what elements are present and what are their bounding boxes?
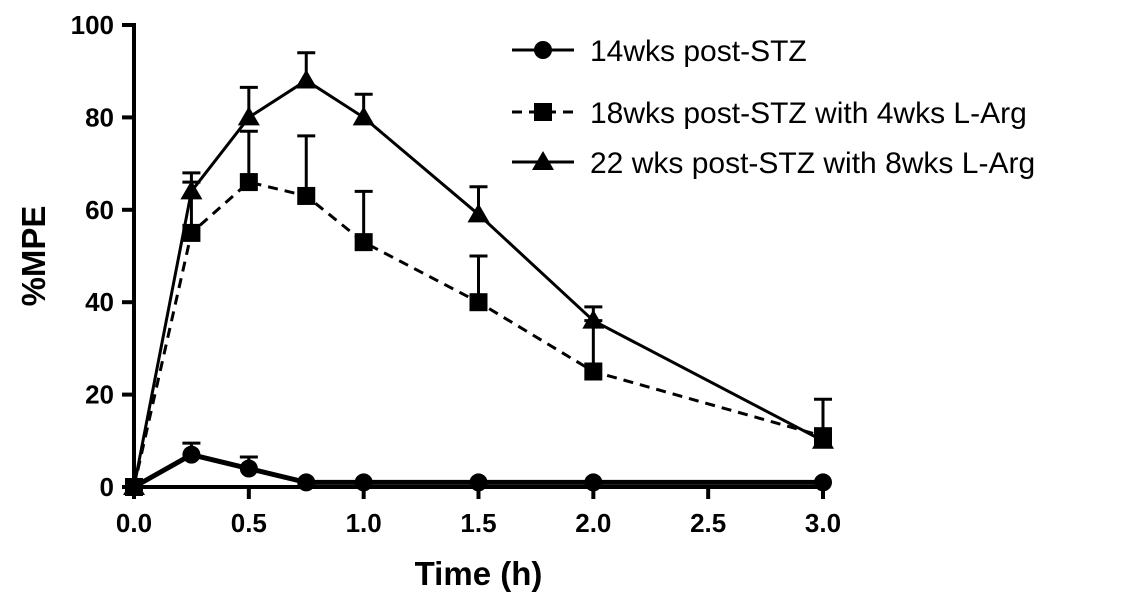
series-line — [132, 78, 824, 488]
y-tick-label: 0 — [100, 472, 114, 502]
axes: 0.0 0.5 1.0 1.5 2.0 2.5 3.0 0 20 40 60 80 100 — [71, 10, 841, 538]
data-point — [352, 106, 375, 126]
y-ticks: 0 20 40 60 80 100 — [71, 10, 134, 502]
x-tick-label: 2.5 — [690, 508, 726, 538]
legend-label: 18wks post-STZ with 4wks L-Arg — [590, 97, 1027, 130]
data-point — [295, 69, 318, 89]
legend-marker — [534, 41, 552, 59]
y-axis-title: %MPE — [15, 206, 52, 307]
data-point — [582, 309, 605, 329]
data-point — [239, 173, 258, 192]
data-point — [354, 233, 373, 252]
legend-item: 22 wks post-STZ with 8wks L-Arg — [512, 147, 1035, 180]
y-tick-label: 100 — [71, 10, 114, 40]
x-tick-label: 1.5 — [460, 508, 496, 538]
x-tick-label: 2.0 — [575, 508, 611, 538]
y-tick-label: 80 — [85, 102, 114, 132]
legend-marker — [532, 151, 554, 170]
x-tick-label: 0.5 — [231, 508, 267, 538]
data-point — [237, 106, 260, 126]
y-tick-label: 40 — [85, 287, 114, 317]
x-tick-label: 1.0 — [346, 508, 382, 538]
data-point — [239, 459, 258, 478]
x-tick-label: 3.0 — [805, 508, 841, 538]
x-ticks: 0.0 0.5 1.0 1.5 2.0 2.5 3.0 — [116, 487, 841, 538]
legend-item: 18wks post-STZ with 4wks L-Arg — [512, 97, 1027, 130]
data-point — [180, 180, 203, 200]
data-point — [469, 293, 488, 312]
series-line — [132, 180, 824, 488]
x-axis-title: Time (h) — [415, 555, 543, 592]
legend: 14wks post-STZ 18wks post-STZ with 4wks L… — [512, 35, 1035, 180]
series-22wks-8wks-larg — [123, 51, 834, 495]
y-tick-label: 20 — [85, 380, 114, 410]
data-point — [467, 203, 490, 223]
x-tick-label: 0.0 — [116, 508, 152, 538]
data-point — [297, 186, 316, 205]
data-point — [812, 429, 834, 449]
data-point — [182, 223, 201, 242]
legend-label: 22 wks post-STZ with 8wks L-Arg — [590, 147, 1035, 180]
legend-marker — [534, 103, 552, 121]
legend-item: 14wks post-STZ — [512, 35, 807, 68]
y-tick-label: 60 — [85, 195, 114, 225]
series-line — [132, 451, 823, 490]
data-point — [182, 445, 201, 464]
legend-label: 14wks post-STZ — [590, 35, 807, 68]
data-point — [584, 362, 603, 381]
